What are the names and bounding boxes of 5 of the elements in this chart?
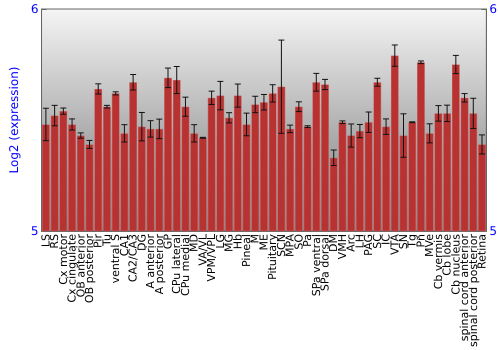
x-tick-label: Retina bbox=[476, 234, 489, 270]
y2-tick-label: 5 bbox=[489, 224, 498, 238]
x-tick-label: OB posterior bbox=[83, 234, 96, 304]
y2-tick-label: 6 bbox=[489, 2, 498, 16]
y-axis-title: Log2 (expression) bbox=[7, 66, 21, 174]
